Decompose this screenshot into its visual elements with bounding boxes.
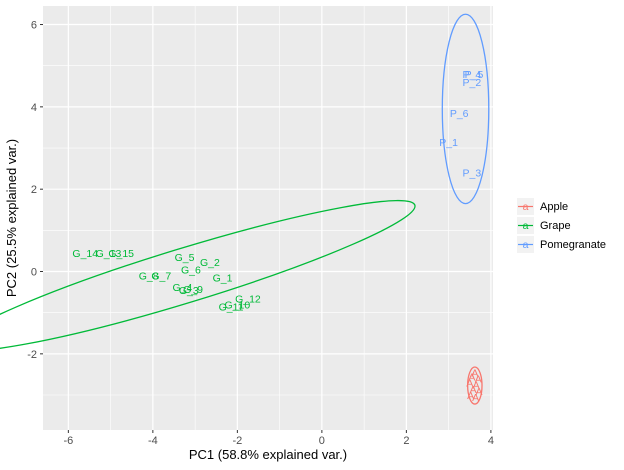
legend-label: Apple: [540, 201, 568, 213]
point-label-pomegranate: P_3: [463, 168, 482, 180]
point-label-grape: G_12: [235, 293, 261, 305]
point-label-apple: A: [476, 386, 483, 398]
point-label-apple: A: [471, 367, 478, 379]
x-tick-label: 4: [488, 435, 494, 447]
x-tick-label: -4: [148, 435, 158, 447]
point-label-grape: G_3: [179, 285, 199, 297]
point-label-pomegranate: P_1: [439, 137, 458, 149]
point-label-grape: G_7: [151, 271, 171, 283]
y-tick-label: 6: [31, 20, 37, 32]
legend-item-grape: a Grape: [517, 217, 571, 234]
point-label-grape: G_5: [175, 252, 195, 264]
plot-panel: [43, 6, 493, 430]
point-label-pomegranate: P_5: [465, 69, 484, 81]
y-tick-label: 2: [31, 184, 37, 196]
point-label-pomegranate: P_6: [450, 108, 469, 120]
axis-ticks: -6 -4 -2 0 2 4 -2 0 2 4 6: [27, 20, 494, 447]
point-label-apple: A: [467, 390, 474, 402]
legend-label: Grape: [540, 220, 571, 232]
point-label-grape: G_10: [225, 299, 251, 311]
x-axis-title: PC1 (58.8% explained var.): [189, 447, 347, 462]
ellipse-apple: [466, 366, 483, 405]
grid-minor: [43, 6, 493, 430]
point-label-pomegranate: P_2: [463, 77, 482, 89]
y-tick-label: -2: [27, 349, 37, 361]
point-label-grape: G_9: [183, 284, 203, 296]
legend-glyph: a: [523, 220, 529, 232]
legend-glyph: a: [523, 201, 529, 213]
legend-item-apple: a Apple: [517, 198, 568, 215]
legend-item-pomegranate: a Pomegranate: [517, 236, 606, 253]
point-label-grape: G_11: [219, 302, 244, 314]
point-label-grape: G_2: [200, 257, 220, 269]
legend-glyph: a: [523, 239, 529, 251]
point-label-pomegranate: P_4: [463, 69, 482, 81]
x-tick-label: -6: [63, 435, 73, 447]
point-label-grape: G_8: [139, 271, 159, 283]
y-axis-title: PC2 (25.5% explained var.): [4, 139, 19, 297]
y-tick-label: 0: [31, 267, 37, 279]
x-tick-label: 2: [403, 435, 409, 447]
point-label-apple: A: [468, 371, 475, 383]
confidence-ellipses: [0, 13, 490, 405]
point-label-apple: A: [475, 374, 482, 386]
point-label-grape: G_15: [108, 248, 134, 260]
legend-label: Pomegranate: [540, 239, 606, 251]
ellipse-grape: [0, 199, 416, 352]
point-label-apple: A: [466, 378, 473, 390]
point-label-grape: G_13: [96, 248, 122, 260]
point-label-apple: A: [470, 384, 477, 396]
point-label-grape: G_4: [173, 282, 193, 294]
grid-major: [43, 6, 493, 430]
point-label-apple: A: [473, 380, 480, 392]
point-label-grape: G_1: [213, 273, 233, 285]
y-tick-label: 4: [31, 102, 37, 114]
point-label-grape: G_14: [72, 248, 98, 260]
x-tick-label: -2: [232, 435, 242, 447]
point-label-apple: A: [472, 392, 479, 404]
ellipse-pomegranate: [441, 13, 490, 205]
x-tick-label: 0: [319, 435, 325, 447]
point-label-grape: G_6: [181, 264, 201, 276]
